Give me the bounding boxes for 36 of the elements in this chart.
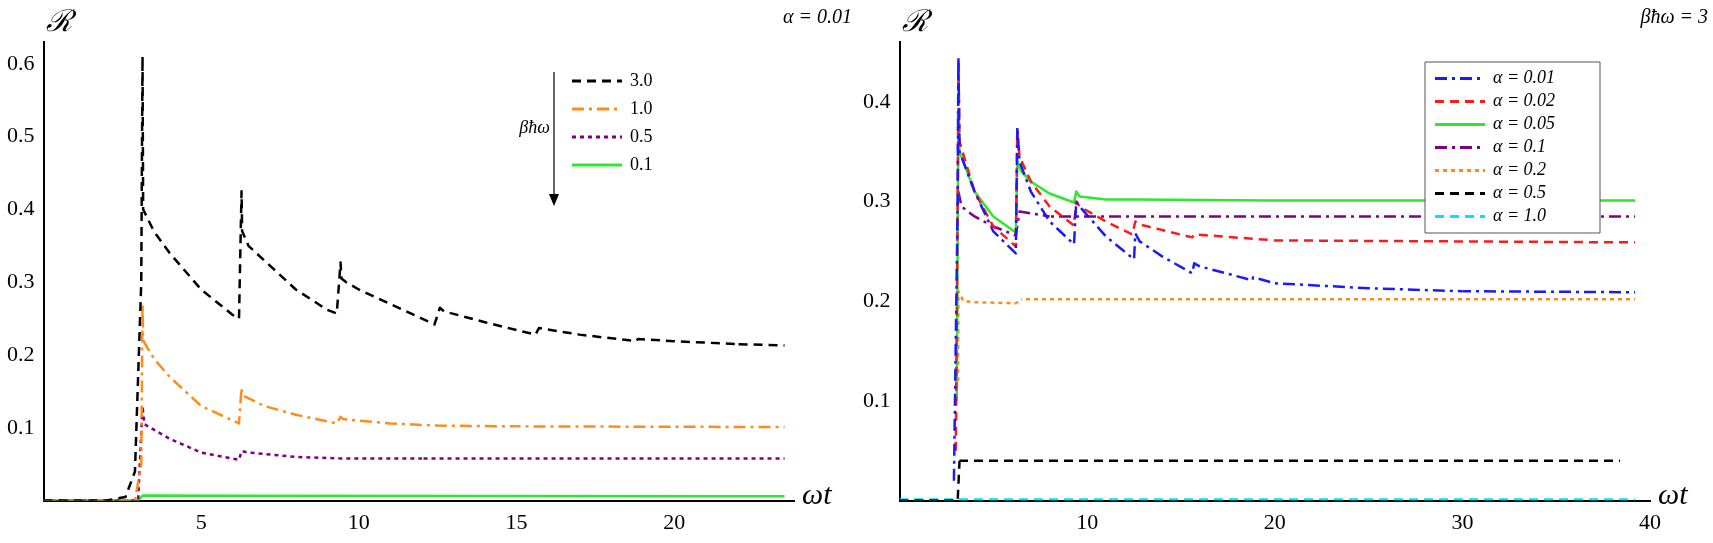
legend-label: α = 0.5 bbox=[1493, 182, 1547, 203]
x-tick-label: 20 bbox=[663, 508, 686, 534]
chart-title: βħω = 3 bbox=[1639, 5, 1708, 29]
y-tick-label: 0.4 bbox=[7, 195, 35, 221]
y-tick-label: 0.3 bbox=[863, 187, 891, 213]
legend-label: α = 0.05 bbox=[1493, 113, 1556, 134]
legend-label: 0.1 bbox=[630, 153, 653, 174]
x-axis-title: ωt bbox=[1658, 477, 1689, 511]
legend-label: α = 0.02 bbox=[1493, 90, 1556, 111]
legend-label: 3.0 bbox=[630, 69, 653, 90]
legend-label: α = 0.01 bbox=[1493, 67, 1556, 88]
x-tick-label: 5 bbox=[195, 508, 207, 534]
x-axis-title: ωt bbox=[802, 477, 833, 511]
y-tick-label: 0.5 bbox=[7, 122, 35, 148]
legend-label: α = 0.1 bbox=[1493, 136, 1547, 157]
x-tick-label: 10 bbox=[1076, 508, 1099, 534]
chart-title: α = 0.01 bbox=[783, 5, 852, 28]
y-tick-label: 0.2 bbox=[7, 340, 35, 366]
y-tick-label: 0.3 bbox=[7, 268, 35, 293]
y-tick-label: 0.1 bbox=[863, 386, 891, 412]
x-tick-label: 10 bbox=[347, 508, 370, 534]
x-tick-label: 20 bbox=[1263, 508, 1286, 534]
y-tick-label: 0.6 bbox=[7, 49, 35, 75]
y-tick-label: 0.1 bbox=[7, 413, 35, 439]
x-tick-label: 15 bbox=[505, 508, 528, 534]
legend-label: 1.0 bbox=[630, 97, 653, 118]
legend-label: α = 1.0 bbox=[1493, 205, 1547, 226]
y-axis-title: ℛ bbox=[45, 3, 77, 37]
legend-label: α = 0.2 bbox=[1493, 159, 1547, 180]
y-tick-label: 0.2 bbox=[863, 286, 891, 312]
y-tick-label: 0.4 bbox=[863, 87, 891, 113]
x-tick-label: 40 bbox=[1639, 508, 1661, 534]
legend-label: 0.5 bbox=[630, 125, 653, 146]
y-axis-title: ℛ bbox=[901, 3, 933, 37]
x-tick-label: 30 bbox=[1451, 508, 1474, 534]
legend-title: βħω bbox=[518, 116, 550, 137]
